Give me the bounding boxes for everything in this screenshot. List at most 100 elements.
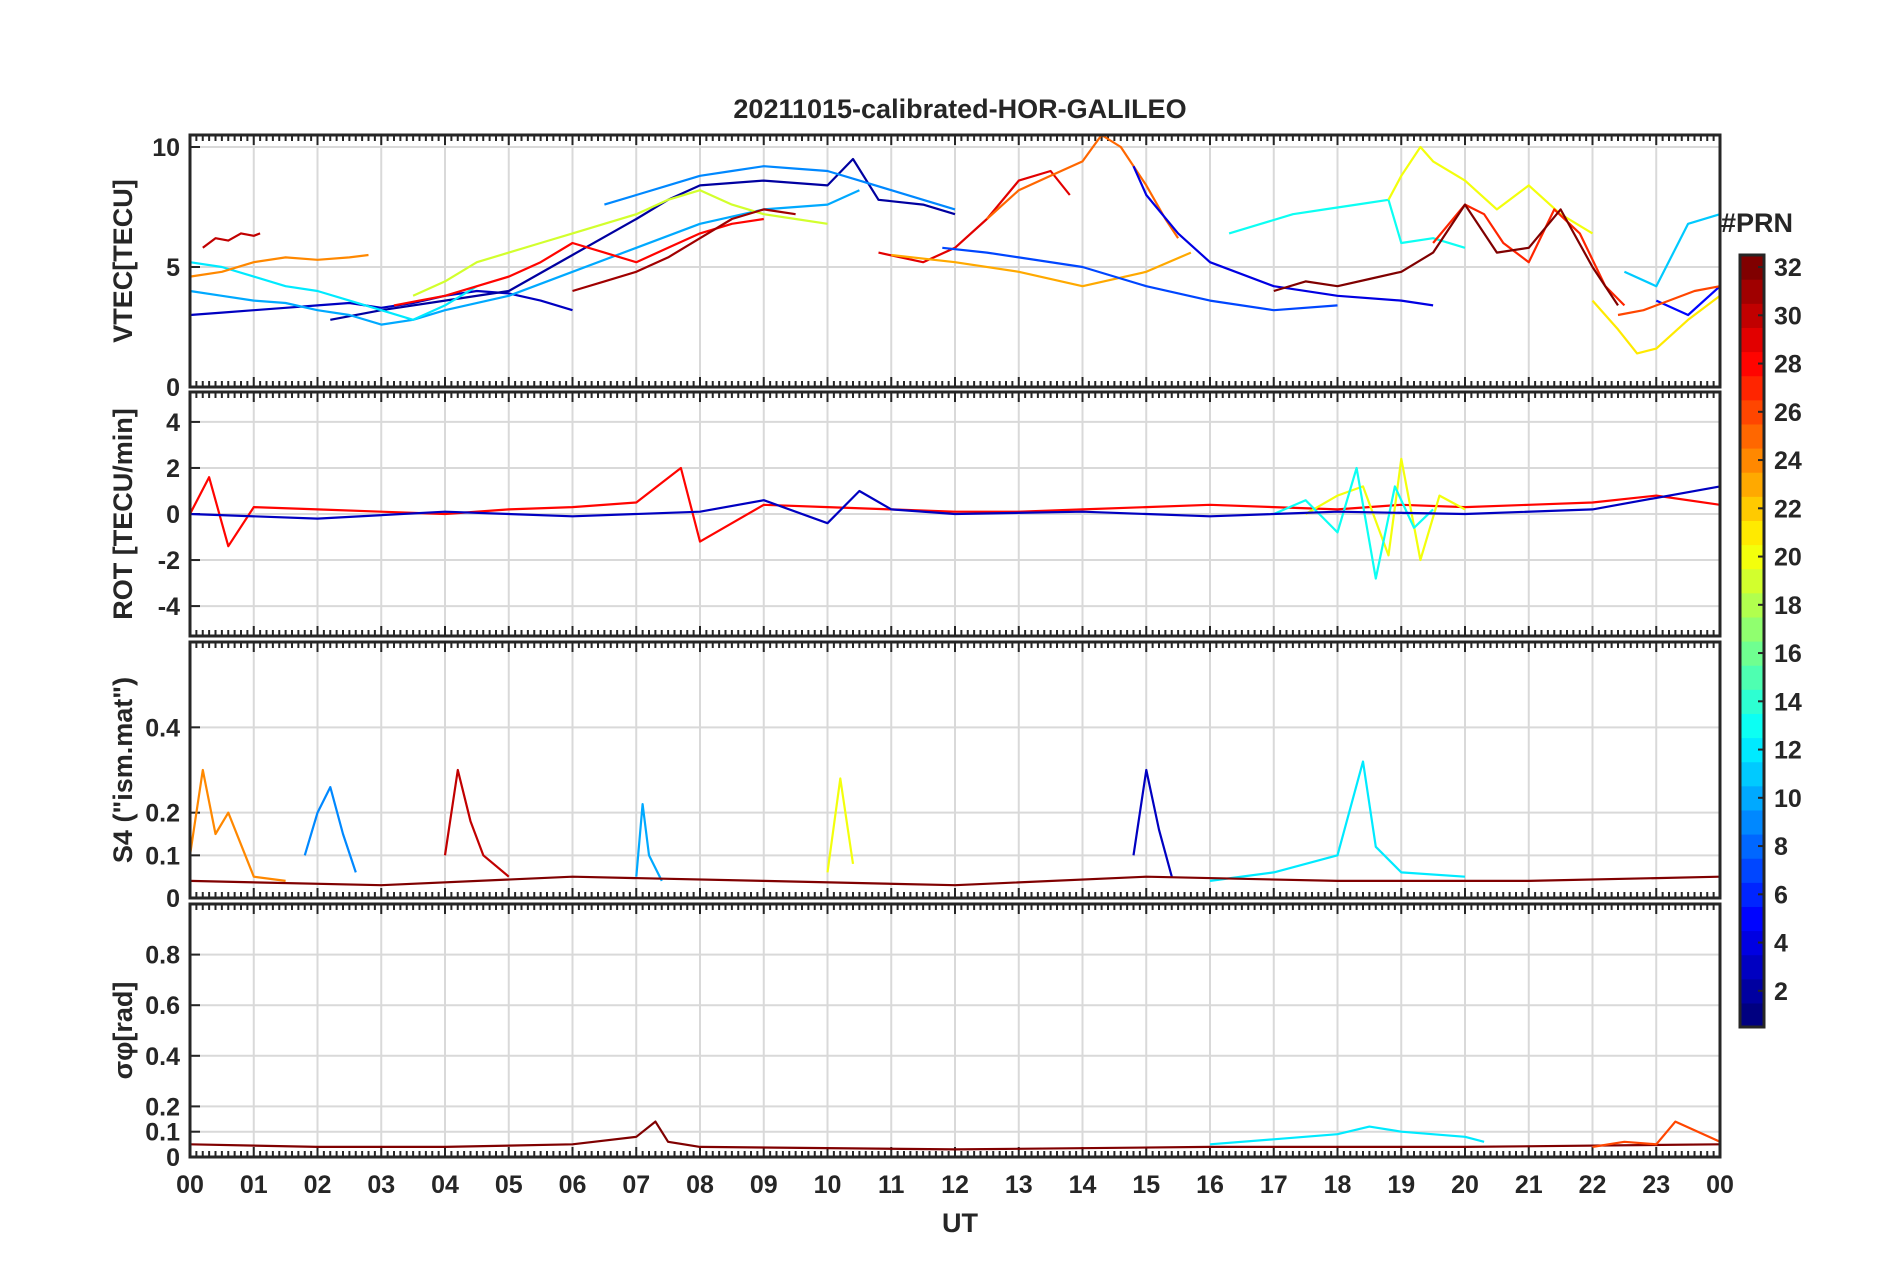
series-prn-3	[1132, 768, 1173, 877]
x-tick-label: 15	[1132, 1171, 1160, 1199]
x-tick-label: 01	[240, 1171, 268, 1199]
series-prn-20	[826, 777, 855, 873]
y-tick-label: 0.1	[145, 1119, 180, 1147]
series-prn-9	[604, 165, 956, 211]
series-prn-5	[1655, 285, 1721, 317]
x-tick-label: 19	[1387, 1171, 1415, 1199]
series-prn-26	[1592, 1120, 1721, 1148]
colorbar-swatch	[1740, 520, 1764, 546]
y-tick-label: 0.2	[145, 800, 180, 828]
series-prn-3	[189, 289, 573, 317]
colorbar-swatch	[1740, 665, 1764, 690]
x-tick-label: 04	[431, 1171, 459, 1199]
series-prn-27	[1432, 203, 1626, 307]
series-prn-12	[1209, 760, 1466, 882]
series-prn-12	[189, 261, 478, 321]
series-prn-31	[572, 208, 796, 293]
x-tick-label: 18	[1324, 1171, 1352, 1199]
y-tick-label: 0	[166, 501, 180, 529]
colorbar-tick-label: 28	[1774, 351, 1802, 379]
colorbar-tick-label: 26	[1774, 399, 1802, 427]
series-prn-20	[1305, 457, 1466, 562]
panel-s4: 0 0.1 0.2 0.4S4 ("ism.mat")	[108, 640, 1722, 913]
x-tick-label: 12	[941, 1171, 969, 1199]
x-tick-label: 03	[367, 1171, 395, 1199]
y-tick-label: 0.8	[145, 942, 180, 970]
axes-frame	[188, 902, 1722, 1159]
axes-frame	[188, 133, 1722, 389]
colorbar-swatch	[1740, 279, 1764, 304]
colorbar-swatch	[1740, 423, 1764, 449]
series-prn-19	[412, 189, 828, 297]
series-prn-2	[330, 157, 956, 321]
colorbar-tick-label: 2	[1774, 978, 1788, 1006]
series-prn-4	[1132, 165, 1434, 307]
colorbar-tick-label: 8	[1774, 833, 1788, 861]
series-prn-32	[189, 875, 1721, 887]
colorbar-tick-label: 32	[1774, 254, 1802, 282]
colorbar-swatch	[1740, 472, 1764, 497]
axes-frame	[188, 640, 1722, 900]
colorbar-tick-label: 4	[1774, 930, 1788, 958]
colorbar-tick-label: 24	[1774, 447, 1802, 475]
y-tick-label: 0.1	[145, 842, 180, 870]
series-prn-32	[1273, 203, 1619, 307]
x-tick-label: 11	[878, 1171, 905, 1199]
x-tick-label: 00	[1706, 1171, 1734, 1199]
panel-rot: -4 -2 0 2 4 ROT [TECU/min]	[108, 390, 1722, 638]
y-axis-label-sigma_phi: σφ[rad]	[108, 982, 138, 1080]
series-prn-10	[189, 189, 860, 326]
colorbar-swatch	[1740, 761, 1764, 787]
series-prn-30	[202, 232, 261, 249]
x-tick-label: 17	[1260, 1171, 1288, 1199]
x-tick-label: 07	[622, 1171, 650, 1199]
series-prn-23	[891, 251, 1192, 288]
series-prn-13	[1273, 466, 1434, 580]
colorbar-tick-label: 30	[1774, 302, 1802, 330]
colorbar-swatch	[1740, 906, 1764, 932]
x-tick-label: 00	[176, 1171, 204, 1199]
colorbar-swatch	[1740, 375, 1764, 401]
x-tick-label: 06	[559, 1171, 587, 1199]
x-tick-label: 08	[686, 1171, 714, 1199]
y-tick-label: 0.4	[145, 714, 180, 742]
colorbar-tick-label: 12	[1774, 737, 1802, 765]
colorbar-swatch	[1740, 1002, 1764, 1028]
y-tick-label: 0.6	[145, 992, 180, 1020]
series-prn-30	[443, 768, 510, 878]
colorbar-swatch	[1740, 713, 1764, 739]
series-prn-13	[1228, 198, 1466, 249]
x-tick-label: 09	[750, 1171, 778, 1199]
colorbar-swatch	[1740, 327, 1764, 353]
colorbar-tick-label: 22	[1774, 495, 1802, 523]
axes-frame	[188, 390, 1722, 638]
series-prn-32	[189, 1120, 1721, 1151]
series-prn-3	[189, 485, 1721, 525]
panel-vtec: 0 5 10 VTEC[TECU]	[108, 133, 1722, 402]
x-tick-label: 10	[814, 1171, 842, 1199]
series-prn-24	[188, 768, 286, 882]
y-axis-label-vtec: VTEC[TECU]	[108, 179, 138, 343]
colorbar-tick-label: 18	[1774, 592, 1802, 620]
x-tick-label: 22	[1579, 1171, 1607, 1199]
series-prn-10	[635, 803, 663, 882]
y-tick-label: 5	[166, 254, 180, 282]
y-tick-label: -2	[158, 547, 180, 575]
colorbar-swatch	[1740, 568, 1764, 594]
colorbar-tick-label: 6	[1774, 881, 1788, 909]
x-tick-label: 13	[1005, 1171, 1033, 1199]
series-prn-20	[1387, 145, 1594, 235]
colorbar-tick-label: 10	[1774, 785, 1802, 813]
series-prn-24	[189, 253, 369, 278]
x-tick-label: 02	[304, 1171, 332, 1199]
x-tick-label: 20	[1451, 1171, 1479, 1199]
series-prn-11	[1623, 213, 1721, 288]
x-axis-tick-labels: 00 01 02 03 04 05 06 07 08 09 10 11 12 13 14 15 16 17 18 19…	[176, 1171, 1734, 1199]
series-prn-7	[942, 246, 1338, 312]
x-tick-label: 16	[1196, 1171, 1224, 1199]
colorbar-swatch	[1740, 616, 1764, 642]
series-prn-21	[1591, 294, 1721, 355]
x-axis-label: UT	[942, 1208, 978, 1238]
